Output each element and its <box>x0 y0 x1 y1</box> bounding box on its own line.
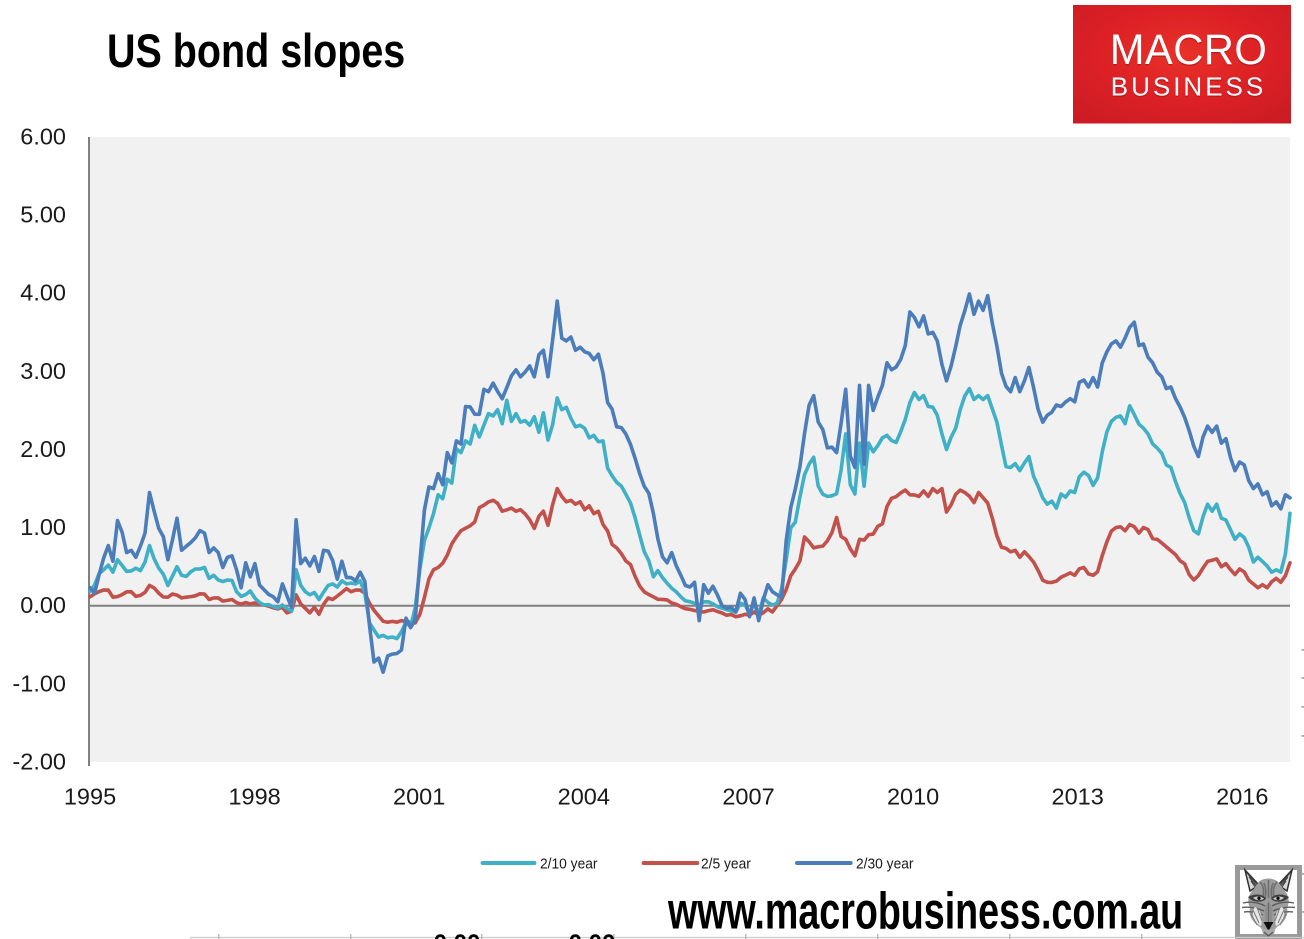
svg-text:2001: 2001 <box>393 784 445 810</box>
svg-text:2.00: 2.00 <box>20 436 66 462</box>
svg-text:0.00: 0.00 <box>569 930 616 939</box>
svg-text:2/5 year: 2/5 year <box>701 856 751 873</box>
svg-text:4.00: 4.00 <box>20 280 66 306</box>
svg-text:BUSINESS: BUSINESS <box>1111 72 1267 102</box>
svg-text:2013: 2013 <box>1052 784 1104 810</box>
svg-text:MACRO: MACRO <box>1110 25 1268 73</box>
svg-text:1.00: 1.00 <box>20 514 66 540</box>
svg-text:2016: 2016 <box>1216 784 1268 810</box>
svg-text:2004: 2004 <box>558 784 610 810</box>
svg-text:-1.00: -1.00 <box>12 670 66 696</box>
svg-text:www.macrobusiness.com.au: www.macrobusiness.com.au <box>667 882 1183 939</box>
svg-text:2007: 2007 <box>722 784 774 810</box>
svg-text:BUSINESS: BUSINESS <box>1111 73 1267 103</box>
svg-text:0.00: 0.00 <box>434 930 481 939</box>
svg-text:0.00: 0.00 <box>20 592 66 618</box>
svg-text:MACRO: MACRO <box>1110 27 1268 75</box>
svg-text:3.00: 3.00 <box>20 358 66 384</box>
svg-text:5.00: 5.00 <box>20 202 66 228</box>
svg-text:1995: 1995 <box>64 784 116 810</box>
svg-text:2/30 year: 2/30 year <box>856 856 914 873</box>
svg-text:1998: 1998 <box>228 784 280 810</box>
svg-text:6.00: 6.00 <box>20 124 66 150</box>
svg-text:-2.00: -2.00 <box>12 749 66 775</box>
svg-text:2010: 2010 <box>887 784 939 810</box>
svg-text:2/10 year: 2/10 year <box>540 856 598 873</box>
svg-text:US bond slopes: US bond slopes <box>107 26 405 78</box>
